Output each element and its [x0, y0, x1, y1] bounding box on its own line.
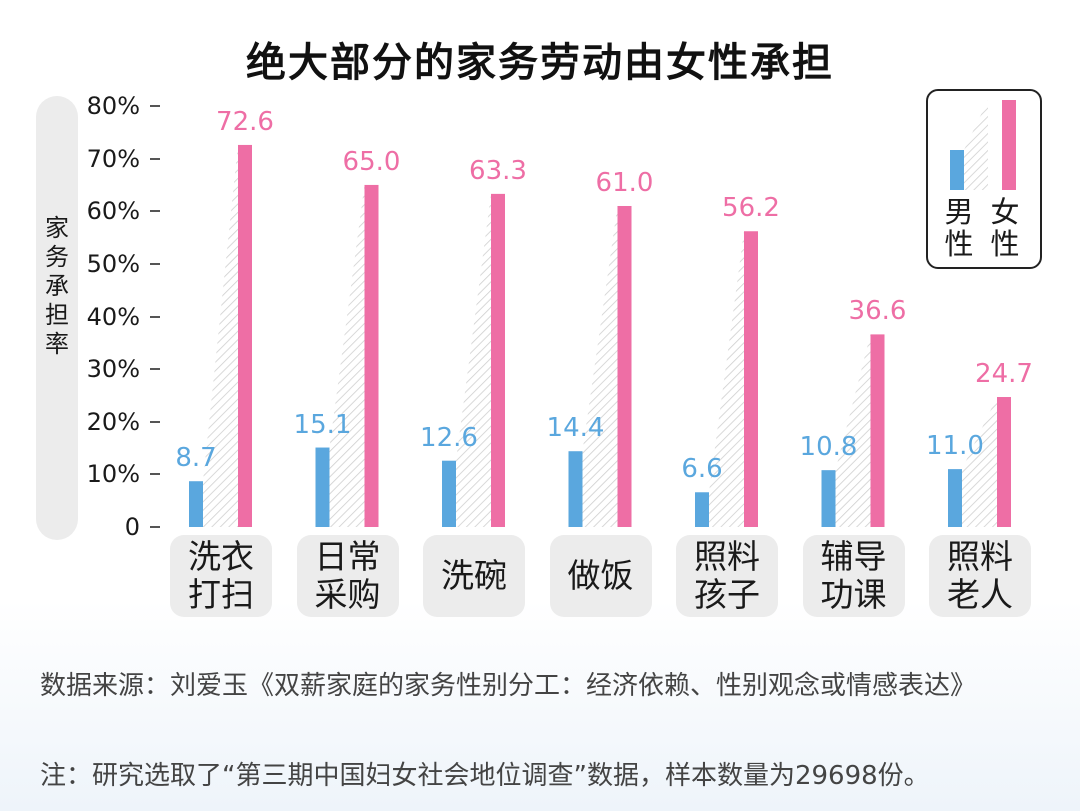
- y-tick-mark: [150, 315, 160, 318]
- legend-female-label: 女 性: [990, 196, 1020, 260]
- x-category-label-line: 做饭: [567, 556, 634, 595]
- x-category-box: 照料 老人: [929, 535, 1031, 617]
- data-label-female: 61.0: [595, 167, 654, 198]
- x-category-label: 洗衣 打扫: [170, 535, 272, 617]
- x-category-box: 洗衣 打扫: [170, 535, 272, 617]
- bar-female: [364, 184, 379, 527]
- bar-pair-hatch-connector: [329, 184, 365, 527]
- y-tick-mark: [150, 210, 160, 213]
- legend-swatches: [950, 100, 1016, 190]
- y-tick-mark: [150, 526, 160, 528]
- bar-pair-hatch-connector: [962, 397, 997, 527]
- x-category-label: 辅导 功课: [803, 535, 905, 617]
- x-category-label: 日常 采购: [297, 535, 399, 617]
- y-tick-label: 0: [124, 513, 140, 541]
- y-tick-label: 40%: [86, 302, 140, 331]
- bar-male: [948, 469, 962, 527]
- legend-female-swatch: [1002, 100, 1016, 190]
- bar-female: [744, 231, 758, 527]
- data-label-male: 12.6: [420, 422, 478, 453]
- y-tick-mark: [150, 105, 160, 107]
- data-label-male: 15.1: [293, 409, 352, 440]
- y-tick-mark: [150, 368, 160, 371]
- bar-pair-hatch-connector: [835, 334, 871, 527]
- bar-pair-hatch-connector: [709, 231, 744, 527]
- legend: 男 性 女 性: [926, 89, 1042, 269]
- x-category-label-line: 照料: [694, 537, 760, 576]
- data-label-female: 65.0: [342, 146, 401, 177]
- bar-male: [695, 492, 709, 527]
- y-axis-label: 家务承担率: [45, 214, 69, 358]
- data-label-female: 36.6: [848, 296, 907, 327]
- y-axis-label-background: [36, 96, 78, 540]
- x-category-label-line: 孩子: [694, 575, 760, 614]
- y-tick-label: 80%: [86, 92, 140, 120]
- data-label-female: 24.7: [975, 359, 1033, 390]
- bar-male: [315, 447, 330, 527]
- y-tick-label: 10%: [86, 460, 140, 489]
- bar-male: [821, 470, 836, 527]
- bar-female: [491, 193, 505, 528]
- y-tick-mark: [150, 420, 160, 423]
- bar-female: [617, 205, 632, 528]
- chart-title: 绝大部分的家务劳动由女性承担: [246, 40, 834, 86]
- legend-male-swatch: [950, 150, 964, 190]
- x-category-label: 照料 孩子: [676, 535, 778, 617]
- bar-pair-hatch-connector: [456, 193, 491, 528]
- x-category-box: 照料 孩子: [676, 535, 778, 617]
- y-tick-label: 50%: [86, 249, 140, 278]
- y-tick-label: 30%: [86, 355, 140, 384]
- data-label-male: 6.6: [681, 454, 723, 485]
- data-source-text: 数据来源：刘爱玉《双薪家庭的家务性别分工：经济依赖、性别观念或情感表达》: [40, 671, 977, 701]
- legend-male-label: 男 性: [944, 196, 974, 260]
- y-tick-mark: [150, 262, 160, 265]
- data-label-male: 8.7: [175, 443, 217, 474]
- x-category-label-line: 洗衣: [188, 537, 254, 576]
- data-label-male: 10.8: [799, 432, 858, 463]
- bar-female: [870, 334, 885, 527]
- data-label-female: 56.2: [722, 193, 780, 224]
- x-category-label: 洗碗: [423, 535, 525, 617]
- bar-female: [997, 397, 1011, 527]
- x-category-label-line: 洗碗: [441, 556, 507, 595]
- bar-male: [189, 481, 203, 527]
- x-category-label-line: 采购: [314, 575, 381, 614]
- data-label-male: 14.4: [546, 413, 605, 444]
- bar-male: [442, 460, 456, 527]
- y-tick-mark: [150, 473, 160, 476]
- x-category-box: 洗碗: [423, 535, 525, 617]
- x-category-label-line: 打扫: [188, 575, 254, 614]
- x-category-label: 照料 老人: [929, 535, 1031, 617]
- x-category-label-line: 功课: [820, 575, 887, 614]
- bar-female: [238, 144, 252, 527]
- data-label-female: 72.6: [216, 106, 274, 137]
- data-label-male: 11.0: [926, 431, 984, 462]
- bar-pair-hatch-connector: [203, 144, 238, 527]
- y-tick-label: 20%: [86, 407, 140, 436]
- legend-male-label-line2: 性: [944, 227, 974, 261]
- y-tick-label: 60%: [86, 197, 140, 226]
- x-category-label-line: 辅导: [820, 537, 887, 576]
- y-tick-mark: [150, 157, 160, 160]
- legend-male-label-line1: 男: [944, 195, 974, 229]
- legend-female-label-line2: 性: [990, 227, 1020, 261]
- data-label-female: 63.3: [469, 155, 527, 186]
- bar-male: [568, 451, 583, 527]
- x-category-box: 做饭: [549, 535, 652, 617]
- x-category-box: 日常 采购: [296, 535, 399, 617]
- legend-hatch-connector: [964, 100, 988, 190]
- x-category-label-line: 照料: [947, 537, 1013, 576]
- x-category-label-line: 日常: [314, 537, 381, 576]
- legend-female-label-line1: 女: [990, 195, 1020, 229]
- bar-pair-hatch-connector: [582, 205, 618, 528]
- x-category-box: 辅导 功课: [802, 535, 905, 617]
- x-category-label: 做饭: [550, 535, 652, 617]
- y-tick-label: 70%: [86, 144, 140, 173]
- footnote-text: 注：研究选取了“第三期中国妇女社会地位调查”数据，样本数量为29698份。: [40, 761, 930, 791]
- x-category-label-line: 老人: [947, 575, 1013, 614]
